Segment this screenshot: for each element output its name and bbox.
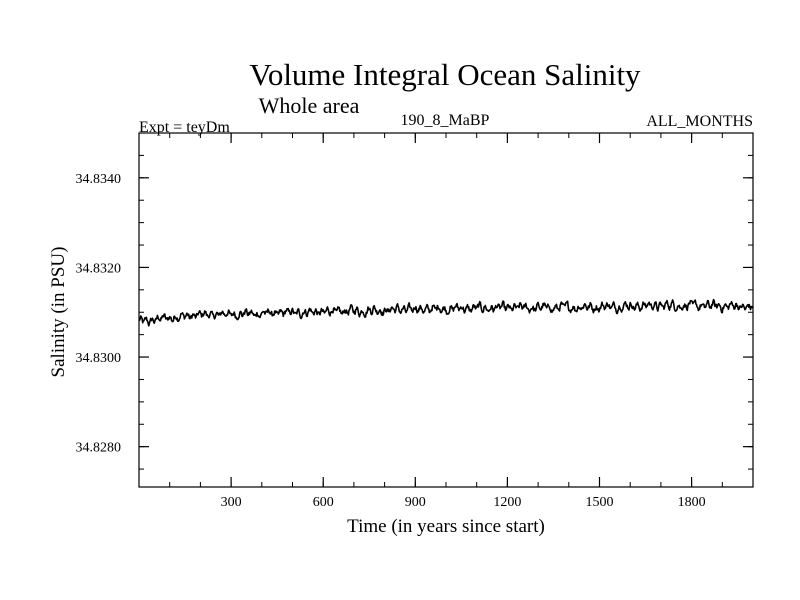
- y-tick-label: 34.8300: [76, 351, 122, 366]
- x-tick-label: 300: [221, 495, 242, 510]
- y-tick-label: 34.8280: [76, 441, 122, 456]
- y-tick-label: 34.8340: [76, 172, 122, 187]
- x-axis-tick-labels: 300 600 900 1200 1500 1800: [221, 495, 706, 510]
- x-axis-ticks: [169, 133, 723, 487]
- x-tick-label: 1800: [678, 495, 706, 510]
- y-axis-ticks: [139, 154, 753, 470]
- salinity-series-line: [138, 298, 754, 327]
- x-tick-label: 1500: [586, 495, 614, 510]
- y-axis-label: Salinity (in PSU): [48, 247, 69, 378]
- x-tick-label: 600: [313, 495, 334, 510]
- run-id-label: 190_8_MaBP: [401, 112, 490, 129]
- chart-subtitle: Whole area: [259, 93, 360, 118]
- y-axis-tick-labels: 34.8280 34.8300 34.8320 34.8340: [76, 172, 122, 456]
- x-axis-label: Time (in years since start): [347, 516, 545, 537]
- x-tick-label: 1200: [493, 495, 521, 510]
- experiment-label: Expt = teyDm: [139, 119, 230, 136]
- chart-title: Volume Integral Ocean Salinity: [249, 57, 641, 92]
- y-tick-label: 34.8320: [76, 261, 122, 276]
- months-label: ALL_MONTHS: [646, 113, 753, 130]
- x-tick-label: 900: [405, 495, 426, 510]
